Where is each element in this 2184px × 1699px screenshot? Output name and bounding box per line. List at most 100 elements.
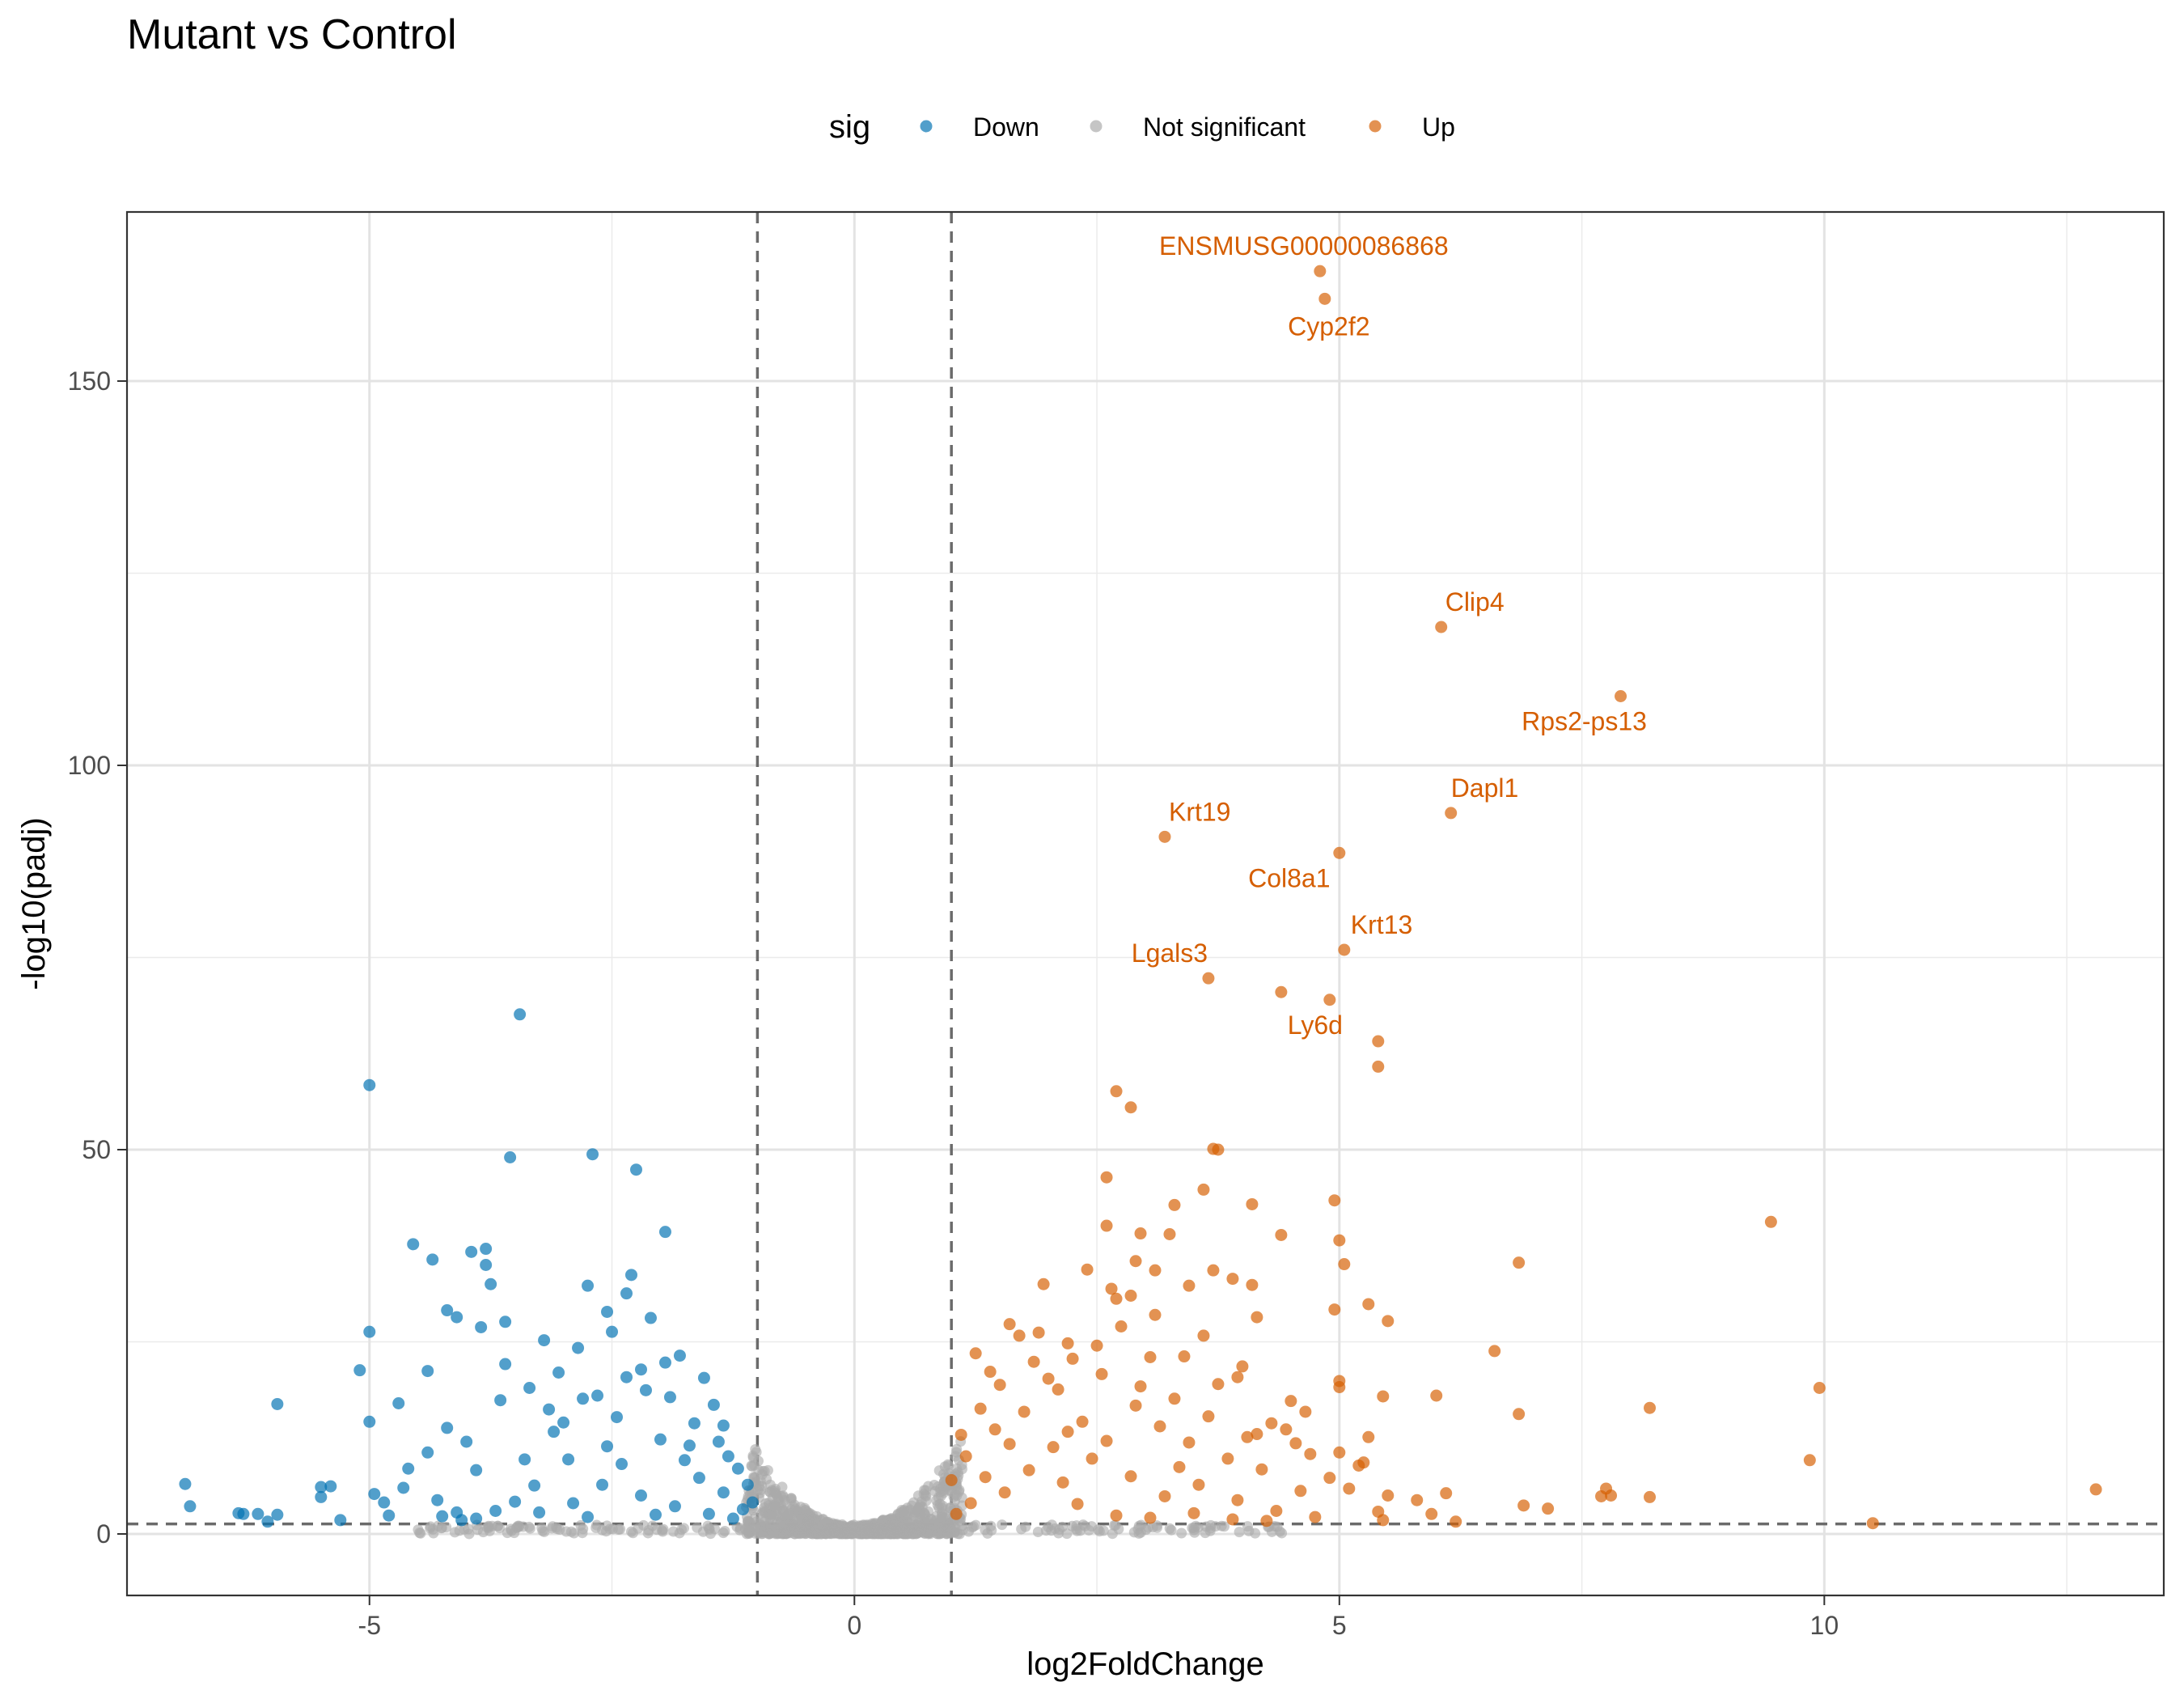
point-up (1226, 1273, 1239, 1286)
point-up (1362, 1298, 1375, 1311)
point-down (514, 1008, 527, 1021)
point-not-significant (753, 1481, 764, 1492)
point-not-significant (751, 1447, 762, 1458)
point-up (1251, 1428, 1263, 1440)
point-up (950, 1507, 963, 1520)
point-up (1003, 1318, 1016, 1331)
point-not-significant (1188, 1524, 1200, 1536)
point-not-significant (783, 1509, 794, 1520)
point-down (736, 1503, 749, 1516)
point-down (591, 1389, 604, 1402)
point-down (179, 1477, 192, 1490)
point-up (1027, 1355, 1040, 1368)
point-down (663, 1391, 676, 1404)
point-up (1488, 1345, 1501, 1358)
plot-border (125, 210, 2165, 1597)
point-not-significant (970, 1519, 981, 1531)
point-down (658, 1226, 671, 1239)
point-down (567, 1497, 580, 1510)
point-up (964, 1497, 977, 1510)
gene-label: Dapl1 (1451, 773, 1519, 803)
point-down (673, 1349, 686, 1362)
point-down (707, 1398, 720, 1411)
point-not-significant (925, 1527, 937, 1538)
legend-key-down (920, 120, 933, 133)
x-tick-label: 0 (847, 1611, 861, 1640)
point-down (184, 1500, 197, 1513)
point-down (620, 1371, 633, 1383)
point-up (1299, 1405, 1312, 1418)
point-not-significant (463, 1528, 475, 1540)
point-up (1343, 1482, 1356, 1495)
point-down (746, 1496, 759, 1509)
point-up (1333, 846, 1346, 859)
point-up (1110, 1292, 1123, 1305)
point-up (1513, 1256, 1526, 1269)
point-up (1338, 1258, 1351, 1271)
point-up (1013, 1329, 1026, 1342)
point-down (460, 1435, 473, 1448)
point-up (1052, 1383, 1064, 1396)
point-not-significant (1110, 1519, 1121, 1531)
point-not-significant (1135, 1527, 1146, 1538)
point-not-significant (717, 1527, 729, 1539)
point-down (692, 1472, 705, 1485)
point-up (1168, 1198, 1181, 1211)
point-down (601, 1440, 614, 1453)
point-not-significant (982, 1527, 993, 1539)
y-tick-label: 50 (82, 1135, 111, 1164)
point-down (702, 1507, 715, 1520)
point-not-significant (1166, 1524, 1177, 1536)
point-up (1183, 1279, 1196, 1292)
point-down (688, 1417, 700, 1430)
legend-title: sig (829, 109, 870, 145)
point-up (1362, 1430, 1375, 1443)
point-not-significant (829, 1525, 840, 1536)
point-up (1149, 1264, 1162, 1277)
point-up (1333, 1234, 1346, 1247)
point-up (1086, 1452, 1098, 1465)
point-down (634, 1489, 647, 1502)
point-up (979, 1471, 992, 1484)
plot-panel: ENSMUSG00000086868 Cyp2f2 Clip4 Rps2-ps13 Da… (125, 210, 2165, 1597)
point-not-significant (882, 1524, 894, 1536)
point-up (1061, 1426, 1074, 1438)
point-not-significant (552, 1523, 563, 1535)
point-not-significant (957, 1520, 968, 1532)
point-up (1061, 1337, 1074, 1349)
point-up (1022, 1464, 1035, 1477)
point-down (363, 1078, 376, 1091)
point-down (731, 1462, 744, 1475)
legend-label: Not significant (1143, 112, 1306, 142)
point-down (658, 1356, 671, 1369)
point-down (485, 1277, 497, 1290)
point-not-significant (997, 1519, 1008, 1531)
point-up (1144, 1511, 1157, 1524)
point-not-significant (569, 1527, 580, 1539)
chart-title: Mutant vs Control (127, 11, 457, 58)
point-down (451, 1311, 463, 1324)
point-not-significant (454, 1525, 465, 1536)
gene-label: Lgals3 (1132, 938, 1208, 968)
grid-major (127, 212, 2164, 1595)
point-not-significant (492, 1520, 503, 1532)
point-up (1115, 1320, 1128, 1333)
point-down (616, 1458, 629, 1471)
point-up (1037, 1277, 1050, 1290)
point-up (1158, 830, 1171, 843)
point-not-significant (705, 1528, 716, 1540)
point-down (717, 1486, 730, 1499)
point-up (1202, 1410, 1215, 1423)
gene-label: Cyp2f2 (1288, 311, 1369, 341)
point-down (552, 1366, 565, 1379)
y-axis-title: -log10(padj) (16, 817, 52, 989)
y-axis-ticks: 0 50 100 150 (68, 366, 127, 1549)
point-down (538, 1334, 551, 1347)
point-up (1197, 1329, 1210, 1342)
point-up (1309, 1510, 1322, 1523)
point-up (954, 1428, 967, 1441)
point-up (1149, 1308, 1162, 1321)
point-down (261, 1515, 274, 1528)
point-not-significant (1234, 1527, 1245, 1538)
